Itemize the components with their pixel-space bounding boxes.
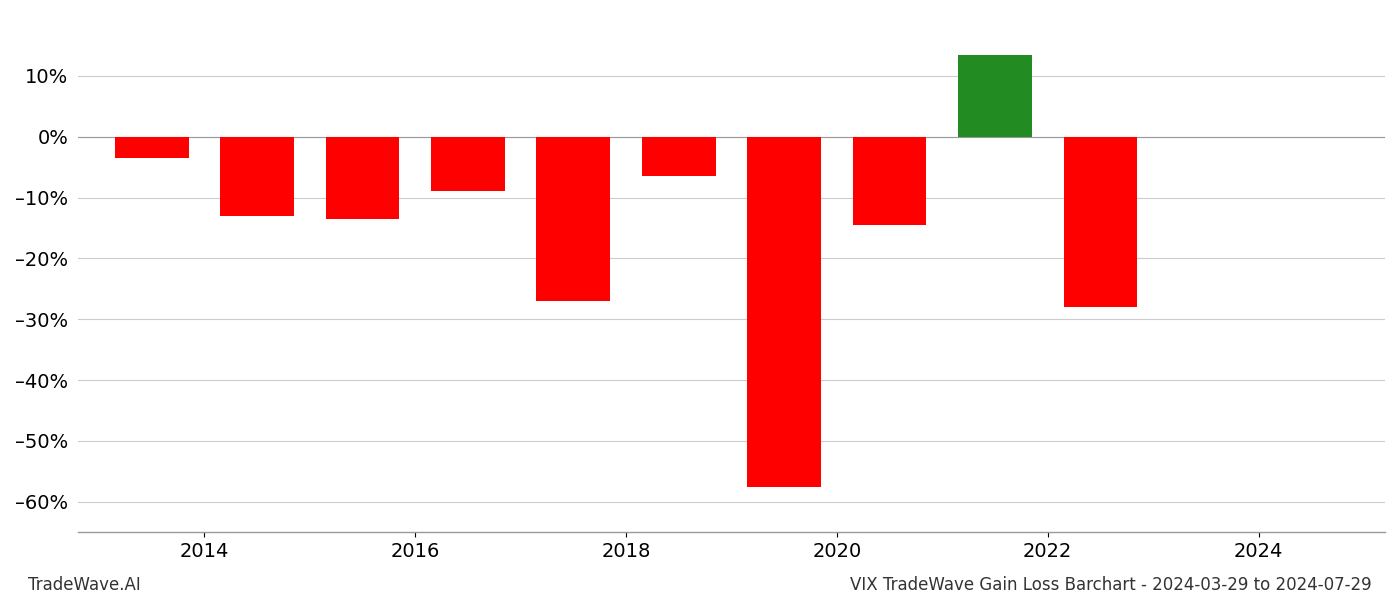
Bar [115, 137, 189, 158]
Bar [431, 137, 505, 191]
Bar [958, 55, 1032, 137]
Bar [536, 137, 610, 301]
Bar [220, 137, 294, 216]
Text: TradeWave.AI: TradeWave.AI [28, 576, 141, 594]
Bar [853, 137, 927, 225]
Bar [326, 137, 399, 219]
Bar [641, 137, 715, 176]
Bar [748, 137, 820, 487]
Text: VIX TradeWave Gain Loss Barchart - 2024-03-29 to 2024-07-29: VIX TradeWave Gain Loss Barchart - 2024-… [850, 576, 1372, 594]
Bar [1064, 137, 1137, 307]
